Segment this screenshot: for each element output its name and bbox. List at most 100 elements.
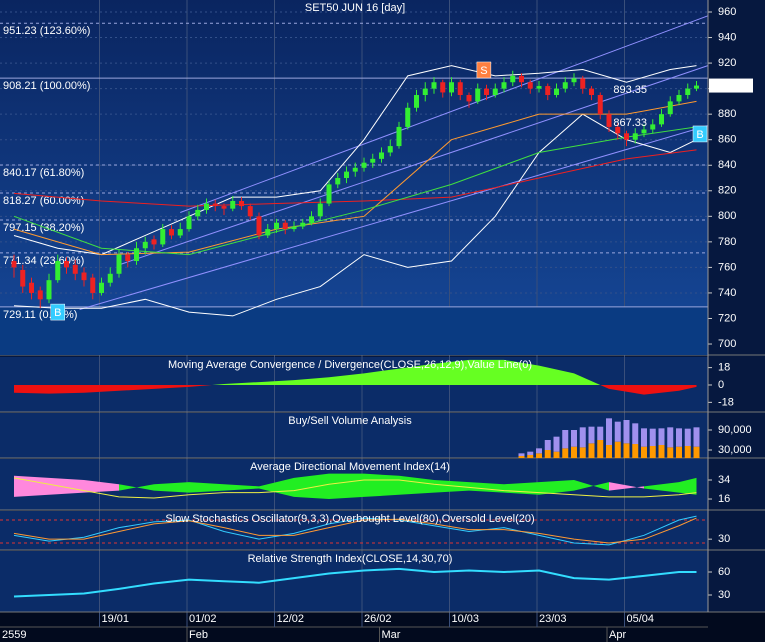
volume-bar [649, 446, 656, 458]
volume-bar [623, 420, 630, 444]
y-tick-label: 30 [718, 589, 730, 601]
di-fill [679, 477, 697, 495]
last-price-box [709, 78, 753, 93]
volume-bar [579, 447, 586, 458]
signal-marker [692, 125, 708, 143]
macd-area-positive [14, 359, 697, 385]
volume-bar [632, 444, 639, 458]
candle-body [177, 229, 183, 236]
candle-body [396, 126, 402, 147]
candle-body [81, 272, 87, 281]
candle-body [449, 82, 454, 93]
volume-bar [693, 427, 700, 447]
volume-bar [684, 428, 691, 446]
last-price-label: 902.40 [712, 79, 746, 91]
y-tick-label: 820 [718, 185, 736, 197]
trendline [118, 65, 709, 266]
volume-bar [553, 451, 560, 458]
di-fill [224, 484, 259, 491]
y-tick-label: 960 [718, 6, 736, 18]
volume-bar [632, 423, 639, 444]
signal-marker [50, 303, 65, 321]
candle-body [466, 95, 472, 102]
y-tick-label: 30 [718, 533, 730, 545]
di-fill [574, 480, 609, 491]
y-tick-label: 760 [718, 261, 736, 273]
month-label: Feb [189, 629, 208, 641]
y-tick-label: 940 [718, 31, 736, 43]
x-tick-label: 05/04 [627, 613, 655, 625]
y-tick-label: 18 [718, 362, 730, 374]
volume-bar [606, 418, 612, 445]
candle-body [55, 261, 61, 281]
candle-body [641, 129, 647, 134]
volume-bar [667, 427, 674, 448]
candle-body [694, 85, 699, 89]
y-tick-label: 800 [718, 210, 736, 222]
candle-body [632, 133, 638, 140]
volume-bar [562, 448, 569, 458]
di-fill [609, 482, 644, 491]
volume-bar [597, 440, 604, 458]
y-tick-label: 840 [718, 159, 736, 171]
signal-label: B [696, 129, 703, 141]
candle-body [676, 95, 682, 102]
candle-body [300, 222, 306, 227]
candle-body [624, 133, 629, 140]
candle-body [554, 88, 559, 96]
di-fill [154, 482, 189, 493]
fib-label: 951.23 (123.60%) [3, 25, 90, 37]
di-fill [504, 482, 539, 495]
candle-body [29, 282, 34, 293]
candle-body [221, 206, 227, 209]
candle-body [186, 216, 192, 230]
candle-body [387, 146, 393, 153]
volume-bar [518, 456, 525, 458]
volume-bar [536, 453, 542, 458]
di-fill [539, 480, 574, 495]
trendline [180, 15, 709, 213]
fib-label: 818.27 (60.00%) [3, 195, 84, 207]
candle-body [239, 200, 244, 207]
candle-body [274, 222, 279, 230]
candle-body [151, 239, 157, 245]
y-tick-label: 34 [718, 474, 730, 486]
month-label: Mar [382, 629, 401, 641]
indicator-line [13, 149, 697, 207]
y-tick-label: 880 [718, 108, 736, 120]
di-fill [399, 475, 434, 495]
volume-bar [641, 428, 647, 447]
di-fill [434, 480, 469, 493]
candle-body [492, 88, 498, 96]
candle-body [475, 88, 481, 102]
fib-label: 729.11 (0.00%) [3, 309, 77, 321]
candle-body [379, 152, 384, 159]
candle-body [247, 206, 253, 217]
y-tick-label: 860 [718, 134, 736, 146]
candle-body [291, 226, 297, 230]
fib-label: 908.21 (100.00%) [3, 80, 90, 92]
volume-bar [597, 426, 604, 440]
x-tick-label: 10/03 [452, 613, 480, 625]
candle-body [204, 203, 209, 210]
candle-body [212, 203, 218, 207]
candle-body [125, 254, 131, 262]
candle-body [510, 75, 516, 83]
volume-bar [518, 453, 525, 456]
candle-body [99, 282, 104, 293]
candle-body [650, 124, 656, 130]
volume-bar [658, 428, 665, 445]
candle-body [431, 82, 437, 89]
volume-bar [676, 446, 682, 458]
volume-bar [693, 446, 700, 458]
candle-body [326, 184, 332, 204]
volume-bar [641, 446, 647, 458]
axis-background [708, 413, 765, 458]
candle-body [335, 178, 341, 185]
volume-bar [588, 426, 595, 444]
volume-bar [676, 428, 682, 447]
candle-body [20, 269, 26, 287]
trendline [79, 125, 709, 311]
volume-bar [571, 430, 577, 447]
